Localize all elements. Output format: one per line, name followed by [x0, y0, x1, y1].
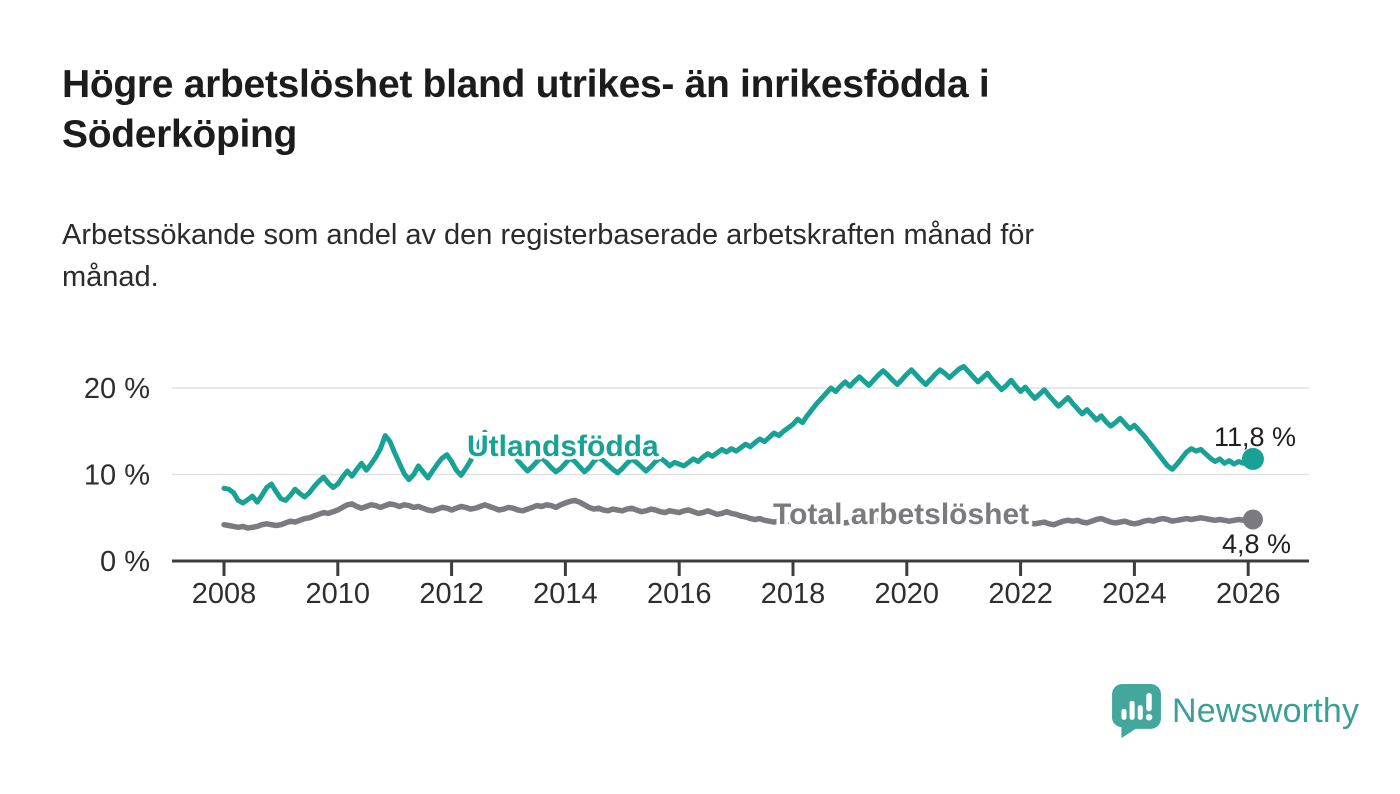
x-tick-label-2014: 2014 — [533, 578, 598, 610]
x-tick-label-2018: 2018 — [761, 578, 826, 610]
x-tick-label-2024: 2024 — [1102, 578, 1167, 610]
series-endpoint-total — [1242, 509, 1263, 530]
series-end-value-utlandsfodda: 11,8 % — [1214, 422, 1296, 452]
series-label-utlandsfodda: Utlandsfödda — [467, 430, 659, 463]
y-tick-label-20: 20 % — [84, 373, 150, 405]
series-label-total: Total arbetslöshet — [773, 498, 1029, 531]
series-endpoint-utlandsfodda — [1241, 447, 1264, 470]
x-tick-label-2012: 2012 — [419, 578, 484, 610]
series-line-utlandsfodda — [221, 363, 1256, 506]
x-tick-label-2020: 2020 — [875, 578, 940, 610]
y-tick-label-10: 10 % — [84, 460, 150, 492]
x-tick-label-2008: 2008 — [192, 578, 257, 610]
newsworthy-wordmark: Newsworthy — [1172, 692, 1360, 730]
x-tick-label-2026: 2026 — [1216, 578, 1281, 610]
page-title: Högre arbetslöshet bland utrikes- än inr… — [62, 60, 990, 160]
series-end-value-total: 4,8 % — [1222, 529, 1291, 559]
newsworthy-logo: Newsworthy — [1112, 684, 1359, 739]
chart-subtitle: Arbetssökande som andel av den registerb… — [62, 214, 1034, 298]
x-tick-label-2022: 2022 — [988, 578, 1053, 610]
chart-subtitle-line1: Arbetssökande som andel av den registerb… — [62, 219, 1035, 251]
y-tick-label-0: 0 % — [100, 546, 150, 578]
series-line-total — [221, 497, 1256, 531]
x-tick-label-2010: 2010 — [306, 578, 371, 610]
page-title-line1: Högre arbetslöshet bland utrikes- än inr… — [62, 63, 990, 106]
page-title-line2: Söderköping — [62, 113, 298, 156]
newsworthy-icon — [1112, 684, 1161, 739]
chart-subtitle-line2: månad. — [62, 261, 159, 293]
x-tick-label-2016: 2016 — [647, 578, 712, 610]
